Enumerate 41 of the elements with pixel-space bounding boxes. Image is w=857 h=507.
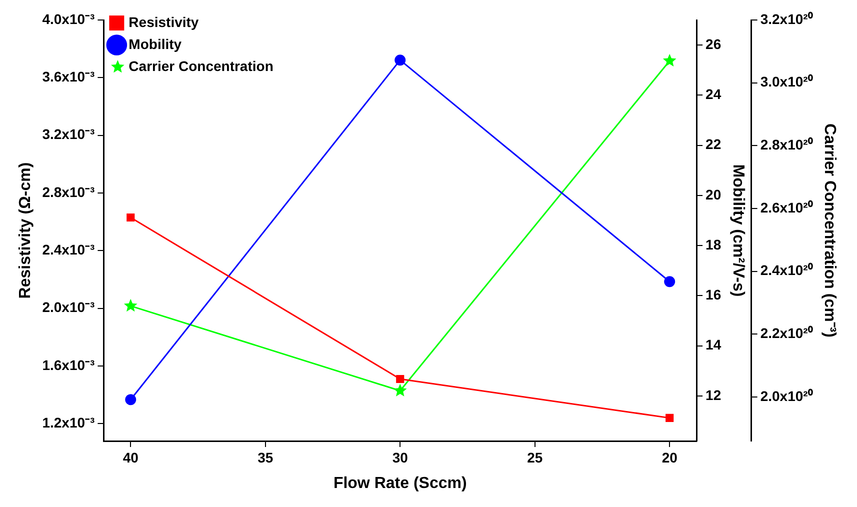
y3-tick-label: 3.0x10²⁰ xyxy=(760,74,813,90)
y-axis-title: Resistivity (Ω-cm) xyxy=(17,162,34,299)
y2-tick-label: 12 xyxy=(706,386,722,403)
y2-tick-label: 22 xyxy=(706,136,722,152)
y3-tick-label: 2.8x10²⁰ xyxy=(760,136,813,153)
x-tick-label: 30 xyxy=(392,449,408,466)
legend-label: Resistivity xyxy=(128,14,199,30)
y-tick-label: 1.6x10⁻³ xyxy=(42,356,96,373)
y2-tick-label: 26 xyxy=(706,36,722,52)
point xyxy=(664,276,676,288)
y-tick-label: 1.2x10⁻³ xyxy=(42,414,96,431)
y2-tick-label: 16 xyxy=(706,286,722,303)
point xyxy=(666,414,674,422)
point xyxy=(396,374,404,384)
y-tick-label: 2.8x10⁻³ xyxy=(42,184,96,200)
y3-tick-label: 3.2x10²⁰ xyxy=(760,10,813,27)
y3-tick-label: 2.4x10²⁰ xyxy=(760,262,813,278)
y2-tick-label: 20 xyxy=(706,186,722,202)
x-tick-label: 40 xyxy=(122,449,139,466)
y2-tick-label: 24 xyxy=(706,86,722,102)
x-tick-label: 25 xyxy=(527,449,543,466)
point xyxy=(125,394,136,406)
y2-axis-title: Mobility (cm²/V-s) xyxy=(729,164,746,297)
y3-tick-label: 2.0x10²⁰ xyxy=(760,388,813,404)
y-tick-label: 2.0x10⁻³ xyxy=(42,299,96,316)
point xyxy=(394,54,406,66)
x-tick-label: 35 xyxy=(258,449,274,466)
legend-label: Carrier Concentration xyxy=(128,58,274,74)
y-tick-label: 4.0x10⁻³ xyxy=(42,10,96,27)
y-tick-label: 3.6x10⁻³ xyxy=(42,68,96,85)
legend-label: Mobility xyxy=(128,36,182,52)
point xyxy=(126,213,135,222)
y3-axis-title: Carrier Concentration (cm⁻³) xyxy=(820,124,838,338)
y3-tick-label: 2.2x10²⁰ xyxy=(760,325,813,342)
y-tick-label: 2.4x10⁻³ xyxy=(42,242,96,258)
y3-tick-label: 2.6x10²⁰ xyxy=(760,199,813,216)
y2-tick-label: 14 xyxy=(706,336,722,353)
y2-tick-label: 18 xyxy=(706,236,722,252)
x-tick-label: 20 xyxy=(662,449,678,466)
x-axis-title: Flow Rate (Sccm) xyxy=(333,474,467,492)
y-tick-label: 3.2x10⁻³ xyxy=(42,126,96,142)
